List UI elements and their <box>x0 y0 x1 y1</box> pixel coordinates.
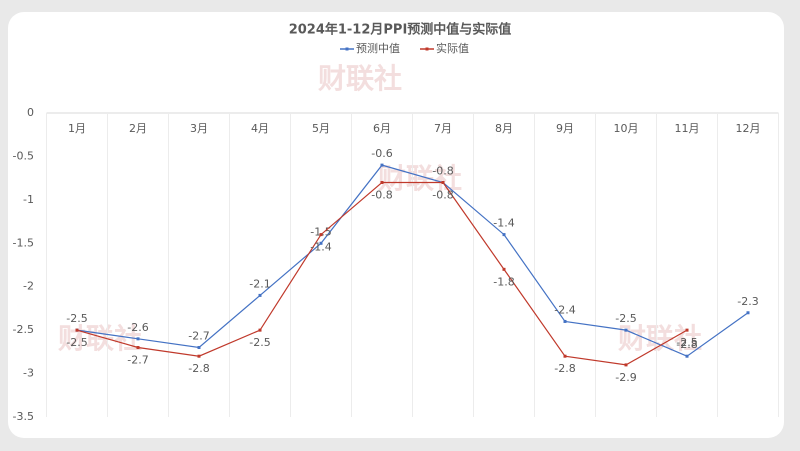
y-tick-label: -1 <box>23 193 34 206</box>
data-label: -2.8 <box>554 362 575 375</box>
x-tick-label: 9月 <box>556 122 574 135</box>
point <box>197 354 201 358</box>
point <box>502 233 506 237</box>
x-tick-label: 12月 <box>736 122 761 135</box>
data-label: -2.7 <box>127 354 148 367</box>
watermark: 财联社 <box>318 62 402 95</box>
data-label: -2.5 <box>615 312 636 325</box>
legend-label: 实际值 <box>436 41 469 55</box>
point <box>746 311 750 315</box>
data-label: -2.5 <box>66 336 87 349</box>
point <box>136 337 140 341</box>
point <box>502 267 506 271</box>
y-tick-label: -2.5 <box>13 323 34 336</box>
data-label: -1.8 <box>493 275 514 288</box>
data-label: -2.6 <box>127 321 148 334</box>
watermark: 财联社 <box>58 322 142 355</box>
data-label: -2.4 <box>554 303 575 316</box>
watermark: 财联社 <box>618 322 702 355</box>
data-label: -2.3 <box>737 295 758 308</box>
y-tick-label: -2 <box>23 280 34 293</box>
point <box>441 180 445 184</box>
data-label: -2.7 <box>188 330 209 343</box>
y-tick-label: -0.5 <box>13 149 34 162</box>
data-label: -2.5 <box>249 336 270 349</box>
data-label: -2.8 <box>676 338 697 351</box>
data-label: -2.5 <box>676 336 697 349</box>
x-tick-label: 8月 <box>495 122 513 135</box>
legend-marker <box>345 47 349 51</box>
y-tick-label: -3 <box>23 367 34 380</box>
point <box>197 346 201 350</box>
data-label: -2.1 <box>249 277 270 290</box>
point <box>624 363 628 367</box>
point <box>136 346 140 350</box>
data-label: -0.8 <box>371 188 392 201</box>
point <box>624 328 628 332</box>
legend-marker <box>425 47 429 51</box>
card <box>8 12 784 438</box>
x-tick-label: 4月 <box>251 122 269 135</box>
x-tick-label: 7月 <box>434 122 452 135</box>
data-label: -0.6 <box>371 147 392 160</box>
x-tick-label: 10月 <box>614 122 639 135</box>
y-tick-label: -1.5 <box>13 236 34 249</box>
point <box>319 233 323 237</box>
series-line <box>76 164 749 357</box>
data-label: -1.5 <box>310 225 331 238</box>
legend-label: 预测中值 <box>356 42 400 55</box>
point <box>685 354 689 358</box>
x-tick-label: 5月 <box>312 122 330 135</box>
data-label: -2.5 <box>66 312 87 325</box>
point <box>380 180 384 184</box>
data-label: -1.4 <box>493 217 514 230</box>
x-tick-label: 2月 <box>129 122 147 135</box>
point <box>685 328 689 332</box>
point <box>563 354 567 358</box>
point <box>563 319 567 323</box>
x-tick-label: 11月 <box>675 122 700 135</box>
point <box>380 163 384 167</box>
chart-title: 2024年1-12月PPI预测中值与实际值 <box>289 22 512 38</box>
x-tick-label: 3月 <box>190 122 208 135</box>
point <box>258 328 262 332</box>
y-tick-label: 0 <box>27 106 34 119</box>
point <box>75 328 79 332</box>
y-tick-label: -3.5 <box>13 410 34 423</box>
data-label: -2.8 <box>188 362 209 375</box>
data-label: -0.8 <box>432 164 453 177</box>
point <box>258 293 262 297</box>
data-label: -0.8 <box>432 188 453 201</box>
data-label: -1.4 <box>310 241 331 254</box>
x-tick-label: 6月 <box>373 122 391 135</box>
x-tick-label: 1月 <box>68 122 86 135</box>
data-label: -2.9 <box>615 371 636 384</box>
point <box>319 241 323 245</box>
